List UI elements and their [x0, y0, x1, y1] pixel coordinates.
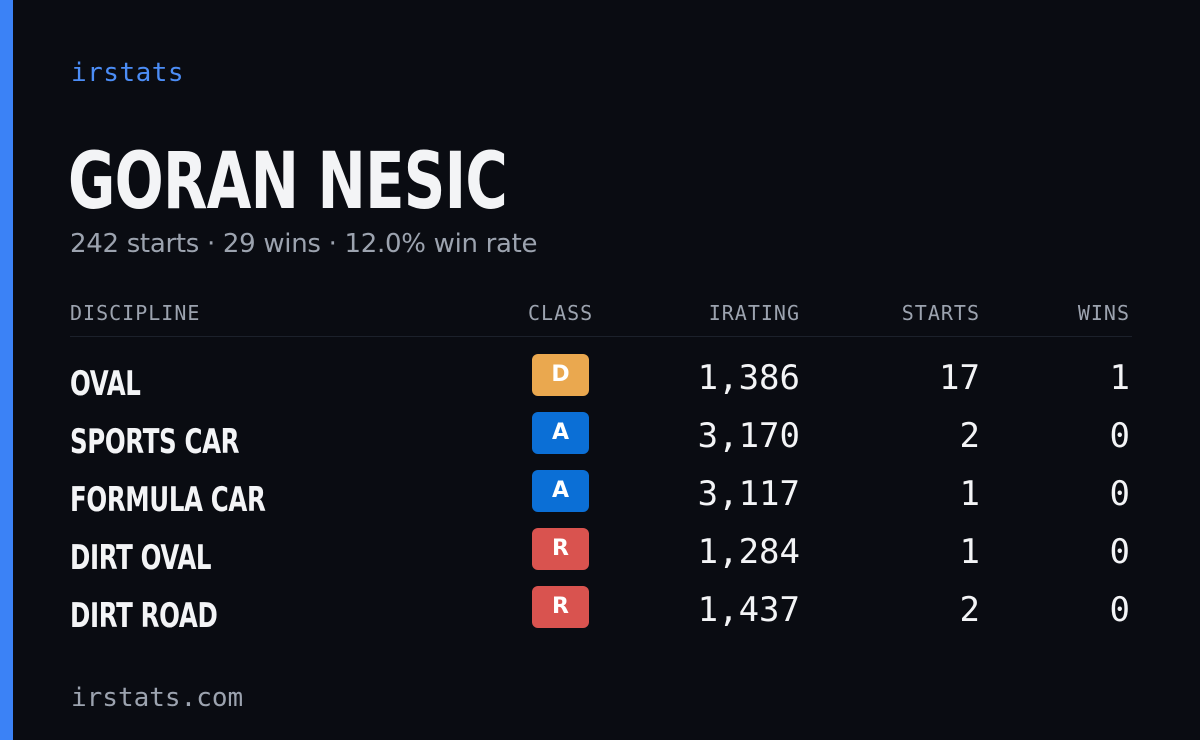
header-class: CLASS	[528, 301, 594, 325]
footer-url: irstats.com	[71, 683, 244, 713]
discipline-name: SPORTS CAR	[70, 422, 240, 462]
wins-value: 0	[1109, 416, 1130, 456]
wins-value: 0	[1109, 532, 1130, 572]
driver-name: GORAN NESIC	[68, 137, 508, 227]
table-row: SPORTS CAR A 3,170 2 0	[70, 408, 1130, 466]
brand-logo-text: irstats	[71, 58, 185, 88]
irating-value: 1,284	[697, 532, 800, 572]
irating-value: 1,386	[697, 358, 800, 398]
wins-value: 0	[1109, 474, 1130, 514]
header-divider	[70, 336, 1132, 337]
discipline-name: FORMULA CAR	[70, 480, 266, 520]
irating-value: 3,170	[697, 416, 800, 456]
header-wins: WINS	[1077, 301, 1130, 325]
irating-value: 3,117	[697, 474, 800, 514]
starts-value: 2	[959, 590, 980, 630]
discipline-table: OVAL D 1,386 17 1 SPORTS CAR A 3,170 2 0…	[70, 350, 1130, 640]
starts-value: 2	[959, 416, 980, 456]
table-row: DIRT ROAD R 1,437 2 0	[70, 582, 1130, 640]
header-starts: STARTS	[901, 301, 980, 325]
starts-value: 17	[939, 358, 980, 398]
header-irating: IRATING	[708, 301, 800, 325]
license-class-badge: R	[532, 586, 589, 628]
header-discipline: DISCIPLINE	[70, 301, 201, 325]
discipline-name: OVAL	[70, 364, 141, 404]
accent-bar	[0, 0, 13, 740]
irating-value: 1,437	[697, 590, 800, 630]
wins-value: 1	[1109, 358, 1130, 398]
discipline-name: DIRT OVAL	[70, 538, 212, 578]
table-row: DIRT OVAL R 1,284 1 0	[70, 524, 1130, 582]
table-row: FORMULA CAR A 3,117 1 0	[70, 466, 1130, 524]
wins-value: 0	[1109, 590, 1130, 630]
license-class-badge: A	[532, 412, 589, 454]
table-header: DISCIPLINE CLASS IRATING STARTS WINS	[70, 300, 1130, 330]
starts-value: 1	[959, 474, 980, 514]
driver-summary: 242 starts · 29 wins · 12.0% win rate	[70, 229, 538, 259]
table-row: OVAL D 1,386 17 1	[70, 350, 1130, 408]
license-class-badge: R	[532, 528, 589, 570]
license-class-badge: A	[532, 470, 589, 512]
license-class-badge: D	[532, 354, 589, 396]
starts-value: 1	[959, 532, 980, 572]
discipline-name: DIRT ROAD	[70, 596, 218, 636]
